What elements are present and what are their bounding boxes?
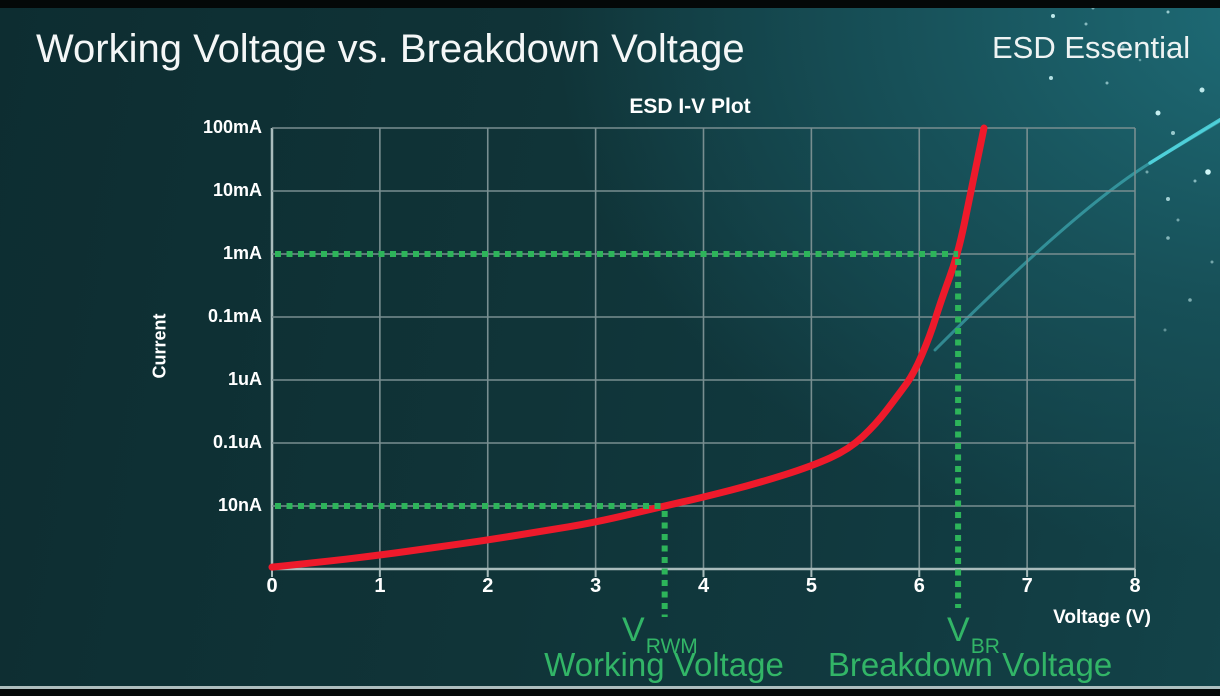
y-tick-label: 0.1mA [207,306,262,326]
vrwm-annotation: VRWM [622,611,698,658]
sparkle-dot [1210,260,1214,264]
x-tick-label: 1 [374,575,386,597]
x-tick-label: 8 [1129,575,1141,597]
x-tick-label: 3 [590,575,602,597]
sparkle-dot [1145,170,1149,174]
y-tick-label: 0.1uA [212,432,262,452]
sparkle-dot [1105,81,1109,85]
sparkle-dot [1138,58,1142,62]
x-tick-label: 0 [266,575,278,597]
sparkle-dot [1166,236,1170,240]
brand-text: ESD Essential [992,30,1191,65]
y-tick-label: 1mA [222,243,262,263]
y-tick-label: 1uA [227,369,262,389]
bottom-divider-line [0,686,1220,689]
sparkle-dot [1166,10,1170,14]
sparkle-dot [1051,14,1055,18]
x-tick-label: 4 [697,575,710,597]
sparkle-dot [1171,131,1175,135]
x-axis-title: Voltage (V) [1053,607,1151,628]
iv-curve [268,124,988,571]
sparkle-dot [1155,110,1161,116]
x-tick-label: 5 [805,575,817,597]
sparkle-dot [1176,218,1180,222]
top-letterbox-bar [0,0,1220,8]
vrwm-subscript: RWM [645,634,698,658]
background-swoosh-line [933,119,1220,352]
y-tick-label: 10nA [217,495,262,515]
background-swoosh-highlight [1148,117,1220,165]
bottom-letterbox-bar [0,689,1220,696]
sparkle-dot [1205,169,1211,175]
x-tick-label: 7 [1021,575,1033,597]
sparkle-dot [1049,76,1053,80]
sparkle-dot [1199,87,1205,93]
y-tick-label: 10mA [212,180,262,200]
vbr-symbol: V [947,611,970,649]
x-tick-label: 6 [913,575,925,597]
vbr-label: Breakdown Voltage [827,646,1113,683]
sparkle-dot [1188,298,1192,302]
sparkle-dot [1121,45,1125,49]
vbr-annotation: VBR [947,611,1000,658]
sparkle-dot [1193,179,1197,183]
sparkle-dot [1084,22,1088,26]
sparkle-dot [1166,197,1170,201]
page-title: Working Voltage vs. Breakdown Voltage [36,27,745,71]
vrwm-label: Working Voltage [544,646,784,683]
x-tick-label: 2 [482,575,494,597]
vrwm-symbol: V [622,611,645,649]
y-tick-label: 100mA [202,117,262,137]
chart-title: ESD I-V Plot [629,95,751,118]
vbr-subscript: BR [970,634,1000,658]
sparkle-dot [1163,328,1167,332]
